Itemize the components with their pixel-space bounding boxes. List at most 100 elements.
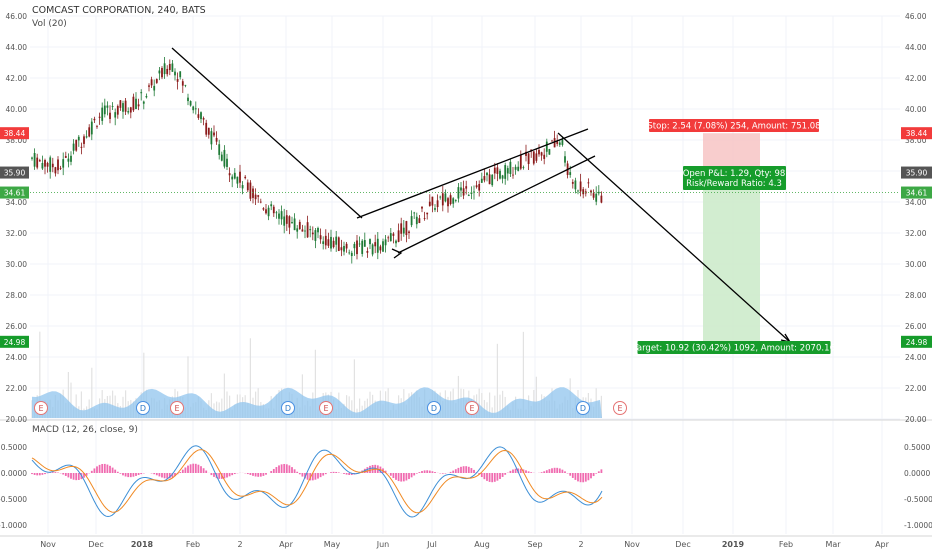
earnings-marker[interactable]: E — [35, 402, 48, 415]
candle-body — [205, 123, 207, 135]
candle-body — [31, 158, 33, 159]
macd-tick-label: 0.0000 — [1, 469, 27, 478]
candle-body — [572, 182, 574, 184]
dividend-marker[interactable]: D — [428, 402, 441, 415]
price-axis-right[interactable]: 46.0044.0042.0040.0038.0036.0034.0032.00… — [905, 12, 927, 424]
candle-body — [112, 106, 114, 107]
price-tick-label: 42.00 — [905, 74, 927, 83]
candle-body — [541, 152, 543, 155]
candle-body — [244, 177, 246, 178]
macd-histogram-bar — [442, 473, 444, 474]
macd-histogram-bar — [572, 473, 574, 478]
time-tick-label: Apr — [279, 540, 294, 549]
candle-body — [333, 241, 335, 247]
time-tick-label: Aug — [474, 540, 490, 549]
stop-label: Stop: 2.54 (7.08%) 254, Amount: 751.08 — [647, 122, 820, 132]
candle-body — [504, 165, 506, 179]
dividend-marker[interactable]: D — [137, 402, 150, 415]
price-tick-label: 26.00 — [6, 322, 28, 331]
candle-body — [36, 158, 38, 168]
macd-axis-right[interactable]: 0.50000.50000.00000.0000-0.5000-0.5000-1… — [0, 443, 932, 530]
macd-histogram-bar — [588, 473, 590, 480]
macd-histogram-bar — [426, 470, 428, 473]
price-tick-label: 24.00 — [6, 353, 28, 362]
candle-body — [221, 155, 223, 161]
macd-histogram-bar — [299, 473, 301, 474]
price-tick-label: 44.00 — [6, 43, 28, 52]
dividend-marker[interactable]: D — [282, 402, 295, 415]
candle-body — [416, 217, 418, 224]
candle-body — [432, 197, 434, 206]
candle-body — [247, 182, 249, 190]
candle-body — [88, 127, 90, 136]
candle-body — [216, 138, 218, 142]
candle-body — [94, 119, 96, 120]
macd-histogram-bar — [551, 468, 553, 473]
candle-body — [588, 182, 590, 183]
candle-body — [395, 241, 397, 244]
candle-body — [465, 186, 467, 188]
macd-histogram-bar — [252, 473, 254, 476]
price-tick-label: 22.00 — [905, 384, 927, 393]
time-tick-label: 2 — [237, 540, 242, 549]
price-badge-label: 35.90 — [906, 169, 928, 178]
candle-body — [536, 153, 538, 160]
candle-body — [419, 218, 421, 223]
trendline[interactable] — [357, 129, 588, 218]
time-tick-label: Jun — [376, 540, 390, 549]
macd-indicator-label[interactable]: MACD (12, 26, close, 9) — [32, 425, 138, 435]
dividend-marker[interactable]: D — [577, 402, 590, 415]
candle-body — [382, 241, 384, 251]
candle-body — [437, 200, 439, 207]
macd-histogram-bar — [452, 471, 454, 473]
candle-body — [268, 208, 270, 216]
macd-histogram-bar — [406, 473, 408, 480]
time-tick-label: Mar — [825, 540, 841, 549]
macd-histogram-bar — [135, 473, 137, 476]
macd-histogram-bar — [541, 472, 543, 473]
candle-body — [582, 189, 584, 194]
price-badge-label: 34.61 — [4, 189, 26, 198]
price-tick-label: 46.00 — [905, 12, 927, 21]
earnings-marker[interactable]: E — [614, 402, 627, 415]
earnings-marker[interactable]: E — [466, 402, 479, 415]
macd-histogram-bar — [286, 464, 288, 473]
macd-histogram-bar — [416, 473, 418, 474]
earnings-marker[interactable]: E — [171, 402, 184, 415]
candle-body — [286, 215, 288, 224]
macd-histogram-bar — [159, 473, 161, 476]
candle-body — [91, 122, 93, 135]
macd-histogram-bar — [564, 471, 566, 473]
candle-body — [101, 108, 103, 121]
macd-histogram-bar — [450, 472, 452, 473]
candle-body — [348, 252, 350, 253]
candle-body — [278, 214, 280, 219]
macd-histogram-bar — [525, 470, 527, 473]
macd-histogram-bar — [455, 469, 457, 473]
candle-body — [302, 229, 304, 231]
price-axis-left[interactable]: 46.0044.0042.0040.0038.0036.0034.0032.00… — [6, 12, 28, 424]
profit-target-zone[interactable] — [703, 173, 760, 342]
candle-body — [533, 151, 535, 163]
candle-body — [55, 167, 57, 173]
candle-body — [439, 197, 441, 198]
macd-histogram-bar — [122, 473, 124, 475]
target-label: Target: 10.92 (30.42%) 1092, Amount: 207… — [632, 344, 835, 354]
macd-histogram-bar — [582, 473, 584, 482]
candle-body — [224, 150, 226, 167]
candle-body — [577, 191, 579, 192]
candle-body — [408, 232, 410, 234]
price-tick-label: 34.00 — [6, 198, 28, 207]
earnings-marker[interactable]: E — [320, 402, 333, 415]
drawn-trendlines[interactable] — [172, 48, 790, 342]
candle-body — [138, 104, 140, 106]
macd-histogram-bar — [294, 469, 296, 473]
macd-histogram-bar — [504, 473, 506, 475]
price-tick-label: 34.00 — [905, 198, 927, 207]
macd-histogram-bar — [190, 464, 192, 473]
time-tick-label: Feb — [779, 540, 793, 549]
volume-indicator-label[interactable]: Vol (20) — [32, 19, 67, 29]
